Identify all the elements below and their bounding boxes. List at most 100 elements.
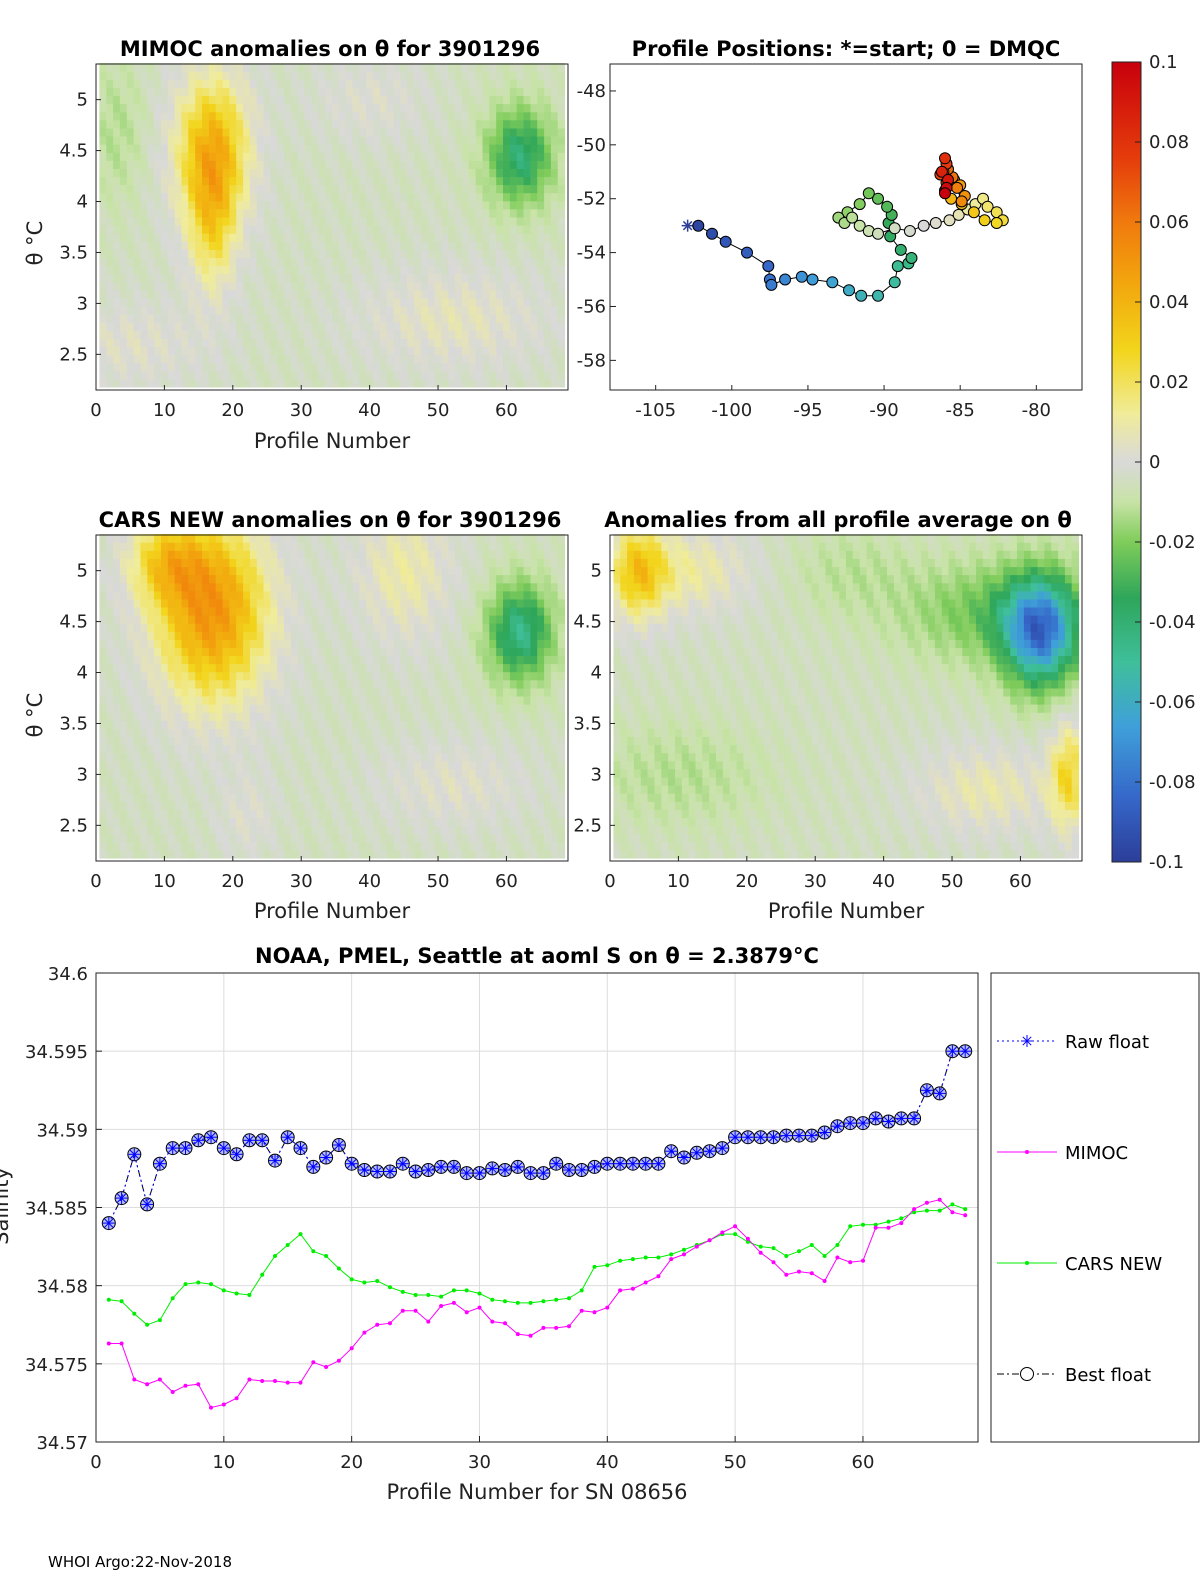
heatmap-cell: [215, 289, 224, 299]
heatmap-cell: [113, 768, 121, 778]
heatmap-cell: [202, 744, 210, 754]
heatmap-cell: [154, 314, 162, 323]
heatmap-cell: [113, 704, 121, 713]
heatmap-cell: [455, 184, 463, 194]
heatmap-cell: [489, 273, 497, 283]
heatmap-cell: [174, 160, 183, 169]
heatmap-cell: [379, 87, 388, 97]
heatmap-cell: [414, 550, 422, 559]
heatmap-cell: [195, 582, 203, 592]
heatmap-cell: [366, 785, 374, 794]
heatmap-cell: [482, 135, 490, 145]
heatmap-cell: [256, 801, 265, 810]
heatmap-cell: [475, 152, 484, 161]
heatmap-cell: [181, 744, 189, 754]
heatmap-cell: [509, 297, 518, 307]
colorbar: 0.10.080.060.040.020-0.02-0.04-0.06-0.08…: [1111, 52, 1196, 873]
heatmap-cell: [379, 671, 388, 681]
heatmap-cell: [379, 257, 388, 266]
heatmap-cell: [99, 542, 107, 551]
heatmap-cell: [455, 370, 463, 380]
heatmap-cell: [509, 273, 518, 283]
heatmap-cell: [448, 184, 456, 194]
heatmap-cell: [338, 119, 347, 129]
heatmap-cell: [427, 152, 436, 161]
heatmap-cell: [352, 817, 360, 827]
heatmap-cell: [366, 103, 374, 113]
heatmap-cell: [373, 736, 381, 746]
heatmap-cell: [468, 257, 477, 266]
heatmap-cell: [270, 127, 278, 137]
heatmap-cell: [530, 160, 538, 169]
heatmap-cell: [256, 793, 265, 802]
heatmap-cell: [338, 817, 347, 827]
heatmap-cell: [106, 679, 114, 689]
heatmap-cell: [202, 825, 210, 835]
heatmap-cell: [434, 825, 442, 835]
heatmap-cell: [304, 127, 312, 137]
heatmap-cell: [181, 590, 189, 600]
heatmap-cell: [400, 330, 408, 339]
heatmap-cell: [284, 224, 292, 234]
heatmap-cell: [414, 265, 422, 275]
heatmap-cell: [318, 330, 326, 339]
heatmap-cell: [222, 87, 230, 97]
heatmap-cell: [133, 354, 141, 364]
heatmap-cell: [359, 346, 367, 356]
heatmap-cell: [106, 192, 114, 202]
heatmap-cell: [468, 152, 477, 161]
heatmap-cell: [407, 297, 415, 307]
heatmap-cell: [99, 712, 107, 721]
heatmap-cell: [222, 566, 230, 576]
heatmap-cell: [407, 550, 415, 559]
heatmap-cell: [434, 378, 442, 388]
heatmap-cell: [113, 168, 121, 178]
heatmap-cell: [366, 354, 374, 364]
heatmap-cell: [126, 71, 135, 80]
heatmap-cell: [277, 224, 285, 234]
heatmap-cell: [215, 736, 224, 746]
heatmap-cell: [550, 184, 559, 194]
heatmap-cell: [202, 728, 210, 737]
heatmap-cell: [373, 558, 381, 568]
heatmap-cell: [119, 305, 128, 315]
heatmap-cell: [345, 655, 354, 665]
heatmap-cell: [147, 338, 155, 347]
heatmap-cell: [393, 119, 401, 129]
heatmap-cell: [427, 704, 436, 713]
heatmap-cell: [400, 566, 408, 576]
heatmap-cell: [140, 249, 148, 258]
heatmap-cell: [174, 281, 183, 291]
heatmap-cell: [195, 249, 203, 258]
heatmap-cell: [291, 655, 299, 665]
heatmap-cell: [318, 281, 326, 291]
heatmap-cell: [352, 736, 360, 746]
heatmap-cell: [174, 550, 183, 559]
heatmap-cell: [167, 127, 176, 137]
heatmap-cell: [441, 704, 449, 713]
heatmap-cell: [386, 95, 395, 105]
heatmap-cell: [291, 825, 299, 835]
heatmap-cell: [386, 265, 395, 275]
heatmap-cell: [229, 346, 237, 356]
heatmap-cell: [263, 257, 271, 266]
heatmap-cell: [126, 111, 135, 121]
heatmap-cell: [393, 728, 401, 737]
heatmap-cell: [202, 362, 210, 372]
heatmap-cell: [133, 103, 141, 113]
heatmap-cell: [147, 825, 155, 835]
heatmap-cell: [195, 370, 203, 380]
heatmap-cell: [243, 144, 251, 153]
heatmap-cell: [516, 160, 525, 169]
heatmap-cell: [325, 330, 333, 339]
heatmap-cell: [420, 152, 429, 161]
heatmap-cell: [202, 606, 210, 616]
heatmap-cell: [284, 233, 292, 242]
heatmap-cell: [99, 176, 107, 186]
heatmap-cell: [544, 257, 552, 266]
heatmap-cell: [318, 720, 326, 729]
heatmap-cell: [455, 265, 463, 275]
heatmap-cell: [523, 168, 531, 178]
heatmap-cell: [523, 79, 531, 88]
heatmap-cell: [318, 144, 326, 153]
